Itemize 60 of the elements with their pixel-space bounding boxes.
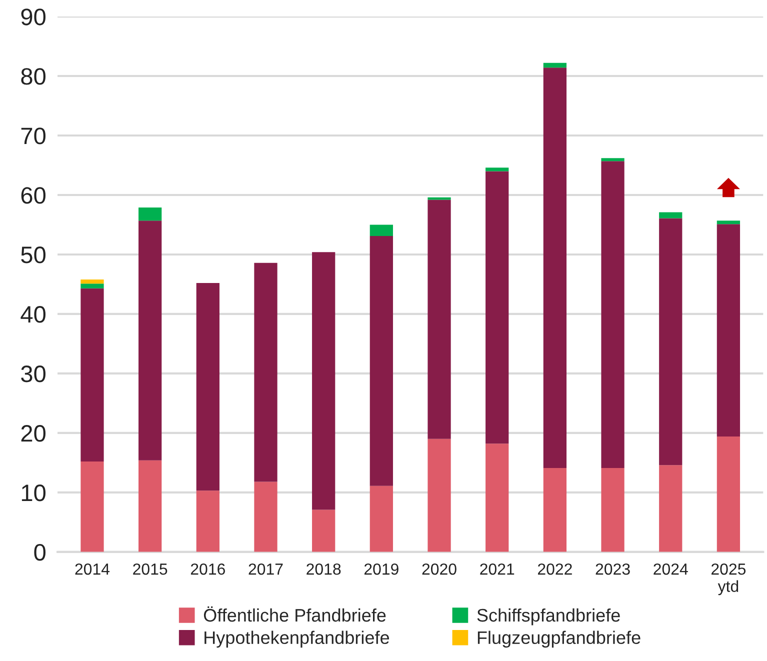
bar <box>716 436 740 552</box>
bar <box>254 482 278 552</box>
bar <box>543 62 567 68</box>
x-tick-label: 2015 <box>133 563 168 575</box>
bar <box>486 168 509 172</box>
bar <box>196 490 220 552</box>
bar <box>659 465 682 552</box>
bar <box>428 197 451 200</box>
y-tick-label: 0 <box>34 544 46 561</box>
y-tick-label: 30 <box>21 366 46 382</box>
y-tick-label: 10 <box>22 484 46 502</box>
bar <box>370 486 393 552</box>
bar <box>601 468 624 552</box>
y-tick-label: 50 <box>21 246 46 264</box>
legend-label: Hypothekenpfandbriefe <box>204 630 389 648</box>
legend-label: Flugzeugpfandbriefe <box>478 630 640 648</box>
legend-label: Öffentliche Pfandbriefe <box>204 606 386 622</box>
bar <box>486 444 509 552</box>
bar <box>428 438 451 552</box>
bar <box>138 220 162 460</box>
x-tick-label: 2023 <box>596 563 630 575</box>
y-tick-label: 20 <box>21 425 46 442</box>
x-tick-label: 2017 <box>248 563 283 575</box>
bar <box>659 218 682 466</box>
y-tick-label: 40 <box>20 306 46 323</box>
x-tick-label: 2020 <box>422 563 456 575</box>
bar <box>312 252 336 510</box>
x-tick-label: 2014 <box>75 563 110 575</box>
bar <box>601 158 624 162</box>
x-tick-label: 2025 ytd <box>712 563 746 596</box>
bar <box>138 207 162 221</box>
bar <box>716 220 740 224</box>
bar <box>138 460 162 552</box>
bar <box>601 161 624 468</box>
x-tick-label: 2021 <box>480 563 514 575</box>
x-tick-label: 2022 <box>538 563 572 575</box>
bar <box>80 279 104 284</box>
bar <box>80 288 104 462</box>
y-tick-label: 60 <box>21 187 46 204</box>
bar <box>80 284 104 288</box>
bar <box>312 510 336 552</box>
bar <box>80 462 104 552</box>
x-tick-label: 2016 <box>190 563 225 575</box>
y-tick-label: 90 <box>21 8 46 26</box>
legend-label: Schiffspfandbriefe <box>477 608 620 626</box>
bar <box>716 224 740 437</box>
x-tick-label: 2019 <box>364 563 398 575</box>
bar <box>370 236 393 486</box>
x-tick-label: 2018 <box>306 563 341 575</box>
bar <box>370 224 393 236</box>
x-tick-label: 2024 <box>654 563 688 575</box>
bar <box>486 171 509 444</box>
y-tick-label: 70 <box>21 128 46 144</box>
bar <box>254 262 278 482</box>
bar <box>659 212 682 218</box>
y-tick-label: 80 <box>21 68 46 85</box>
bar <box>543 468 567 552</box>
bar <box>543 68 567 468</box>
bar <box>196 283 220 491</box>
bar <box>428 200 451 439</box>
